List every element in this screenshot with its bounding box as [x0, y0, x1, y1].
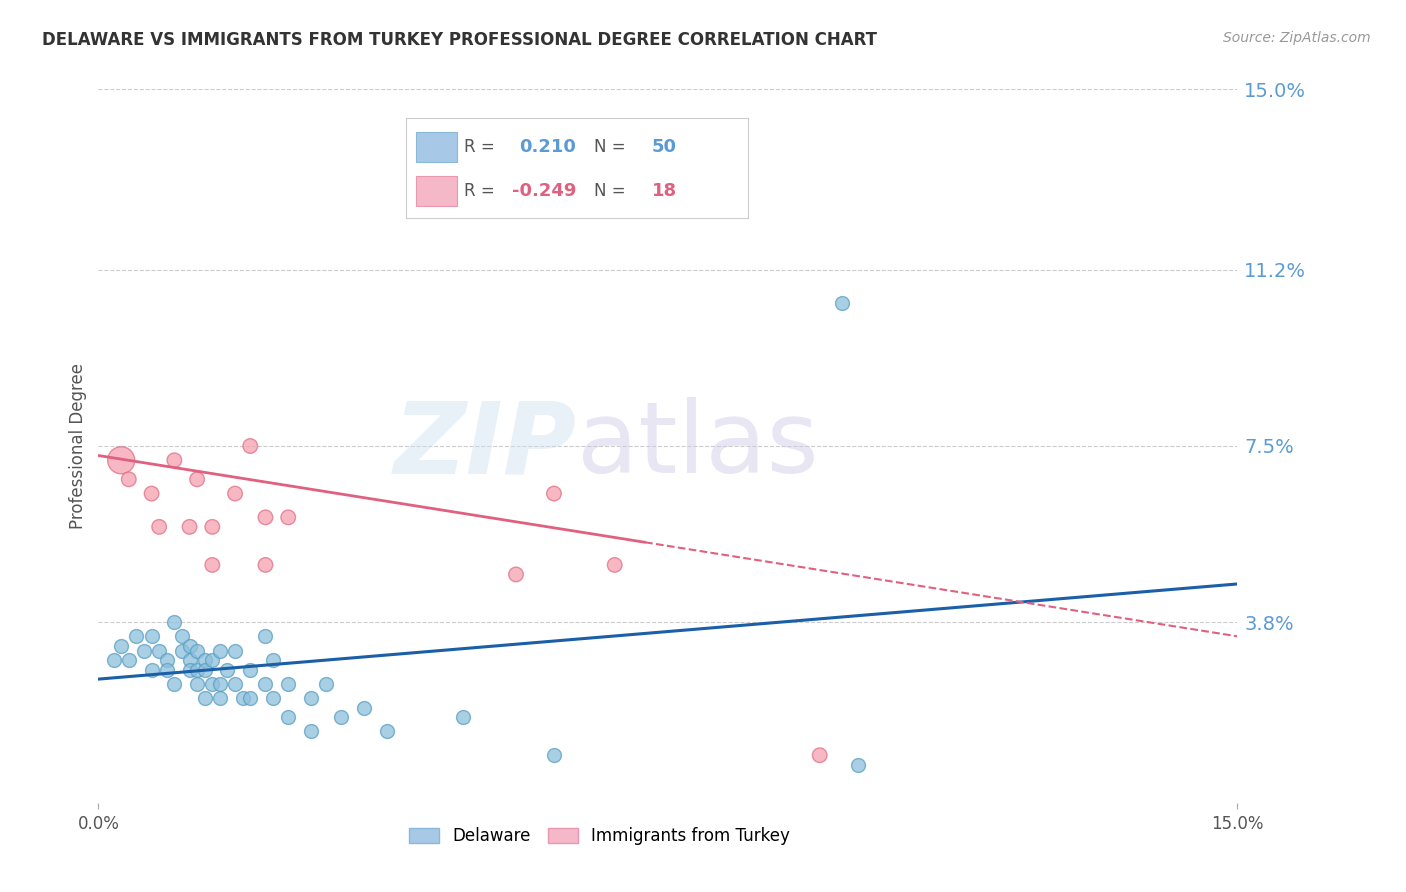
Point	[186, 472, 208, 486]
Point	[194, 663, 217, 677]
Point	[141, 629, 163, 643]
Point	[239, 663, 262, 677]
Point	[277, 510, 299, 524]
Point	[224, 486, 246, 500]
Point	[808, 748, 831, 763]
Point	[186, 643, 208, 657]
Point	[353, 700, 375, 714]
Text: atlas: atlas	[576, 398, 818, 494]
Point	[603, 558, 626, 572]
Point	[179, 639, 201, 653]
Point	[163, 453, 186, 467]
Point	[505, 567, 527, 582]
Point	[208, 677, 231, 691]
Point	[110, 453, 132, 467]
Point	[254, 629, 277, 643]
Point	[170, 629, 193, 643]
Point	[110, 639, 132, 653]
Point	[217, 663, 239, 677]
Point	[224, 677, 246, 691]
Point	[141, 663, 163, 677]
Point	[201, 677, 224, 691]
Text: DELAWARE VS IMMIGRANTS FROM TURKEY PROFESSIONAL DEGREE CORRELATION CHART: DELAWARE VS IMMIGRANTS FROM TURKEY PROFE…	[42, 31, 877, 49]
Point	[156, 653, 179, 667]
Point	[148, 520, 170, 534]
Point	[330, 710, 353, 724]
Point	[543, 486, 565, 500]
Point	[254, 558, 277, 572]
Point	[170, 643, 193, 657]
Point	[543, 748, 565, 763]
Point	[103, 653, 125, 667]
Point	[277, 710, 299, 724]
Point	[208, 691, 231, 706]
Point	[208, 643, 231, 657]
Point	[375, 724, 398, 739]
Y-axis label: Professional Degree: Professional Degree	[69, 363, 87, 529]
Point	[194, 691, 217, 706]
Legend: Delaware, Immigrants from Turkey: Delaware, Immigrants from Turkey	[402, 821, 796, 852]
Point	[299, 691, 322, 706]
Point	[118, 653, 141, 667]
Point	[132, 643, 155, 657]
Point	[224, 643, 246, 657]
Point	[118, 472, 141, 486]
Point	[239, 691, 262, 706]
Point	[194, 653, 217, 667]
Point	[451, 710, 474, 724]
Point	[232, 691, 254, 706]
Point	[148, 643, 170, 657]
Point	[179, 653, 201, 667]
Text: Source: ZipAtlas.com: Source: ZipAtlas.com	[1223, 31, 1371, 45]
Point	[831, 296, 853, 310]
Text: ZIP: ZIP	[394, 398, 576, 494]
Point	[201, 558, 224, 572]
Point	[179, 520, 201, 534]
Point	[239, 439, 262, 453]
Point	[156, 663, 179, 677]
Point	[125, 629, 148, 643]
Point	[201, 653, 224, 667]
Point	[186, 663, 208, 677]
Point	[163, 677, 186, 691]
Point	[262, 691, 284, 706]
Point	[186, 677, 208, 691]
Point	[141, 486, 163, 500]
Point	[201, 520, 224, 534]
Point	[163, 615, 186, 629]
Point	[846, 757, 869, 772]
Point	[299, 724, 322, 739]
Point	[254, 510, 277, 524]
Point	[254, 677, 277, 691]
Point	[179, 663, 201, 677]
Point	[262, 653, 284, 667]
Point	[277, 677, 299, 691]
Point	[315, 677, 337, 691]
